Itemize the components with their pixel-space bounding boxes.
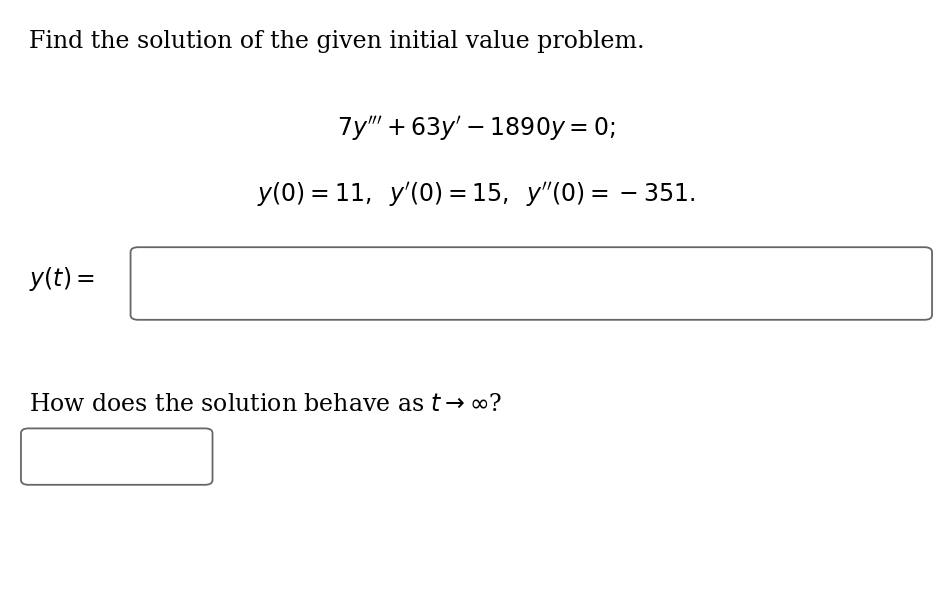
FancyBboxPatch shape — [130, 247, 931, 320]
Text: How does the solution behave as $t \to \infty$?: How does the solution behave as $t \to \… — [29, 393, 502, 416]
Text: $7y''' + 63y' - 1890y = 0;$: $7y''' + 63y' - 1890y = 0;$ — [337, 114, 615, 143]
Text: $y(0) = 11, \;\; y'(0) = 15, \;\; y''(0) = -351.$: $y(0) = 11, \;\; y'(0) = 15, \;\; y''(0)… — [257, 180, 695, 209]
Text: Choose one ▾: Choose one ▾ — [42, 446, 191, 467]
FancyBboxPatch shape — [21, 428, 212, 485]
Text: $y(t) =$: $y(t) =$ — [29, 265, 94, 293]
Text: Find the solution of the given initial value problem.: Find the solution of the given initial v… — [29, 30, 644, 53]
